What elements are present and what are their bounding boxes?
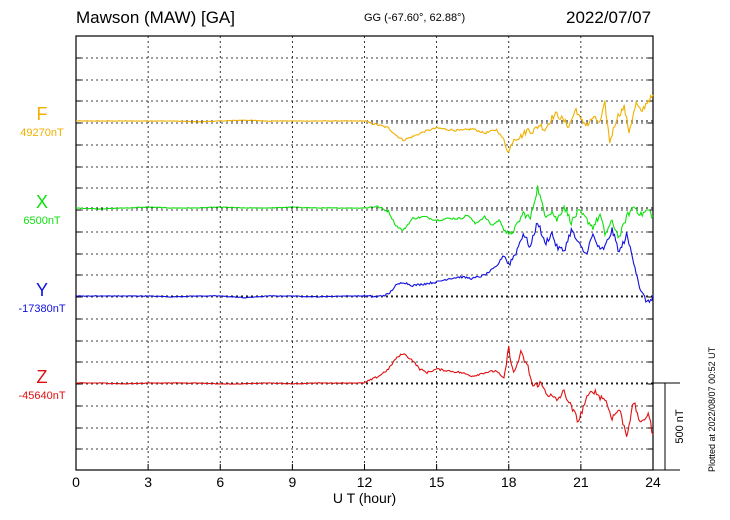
x-tick-label: 0 [72, 474, 80, 490]
component-baseline-z: -45640nT [18, 390, 66, 402]
scale-bar-label: 500 nT [674, 409, 686, 444]
x-tick-label: 3 [144, 474, 152, 490]
component-name-z: Z [36, 367, 48, 387]
geographic-coordinates: GG (-67.60°, 62.88°) [364, 12, 466, 24]
observation-date: 2022/07/07 [566, 8, 652, 27]
component-baseline-y: -17380nT [18, 303, 66, 315]
x-tick-label: 12 [357, 474, 373, 490]
component-name-f: F [36, 104, 48, 124]
x-tick-label: 18 [501, 474, 517, 490]
x-axis-label: U T (hour) [333, 490, 396, 506]
component-label-z: Z -45640nT [2, 367, 82, 403]
series-line-y [75, 222, 654, 304]
component-label-f: F 49270nT [2, 104, 82, 140]
series-line-x [75, 185, 654, 240]
component-name-x: X [35, 192, 48, 212]
component-label-y: Y -17380nT [2, 280, 82, 316]
component-baseline-x: 6500nT [23, 215, 61, 227]
x-tick-label: 15 [429, 474, 445, 490]
component-label-x: X 6500nT [2, 192, 82, 228]
plotted-timestamp: Plotted at 2022/08/07 00:52 UT [707, 346, 717, 472]
series-line-f [75, 94, 654, 153]
x-tick-label: 21 [573, 474, 589, 490]
component-name-y: Y [35, 280, 48, 300]
station-title: Mawson (MAW) [GA] [76, 8, 235, 27]
x-tick-label: 6 [216, 474, 224, 490]
x-tick-label: 24 [645, 474, 661, 490]
x-tick-label: 9 [288, 474, 296, 490]
component-baseline-f: 49270nT [20, 127, 64, 139]
series-line-z [76, 345, 654, 437]
